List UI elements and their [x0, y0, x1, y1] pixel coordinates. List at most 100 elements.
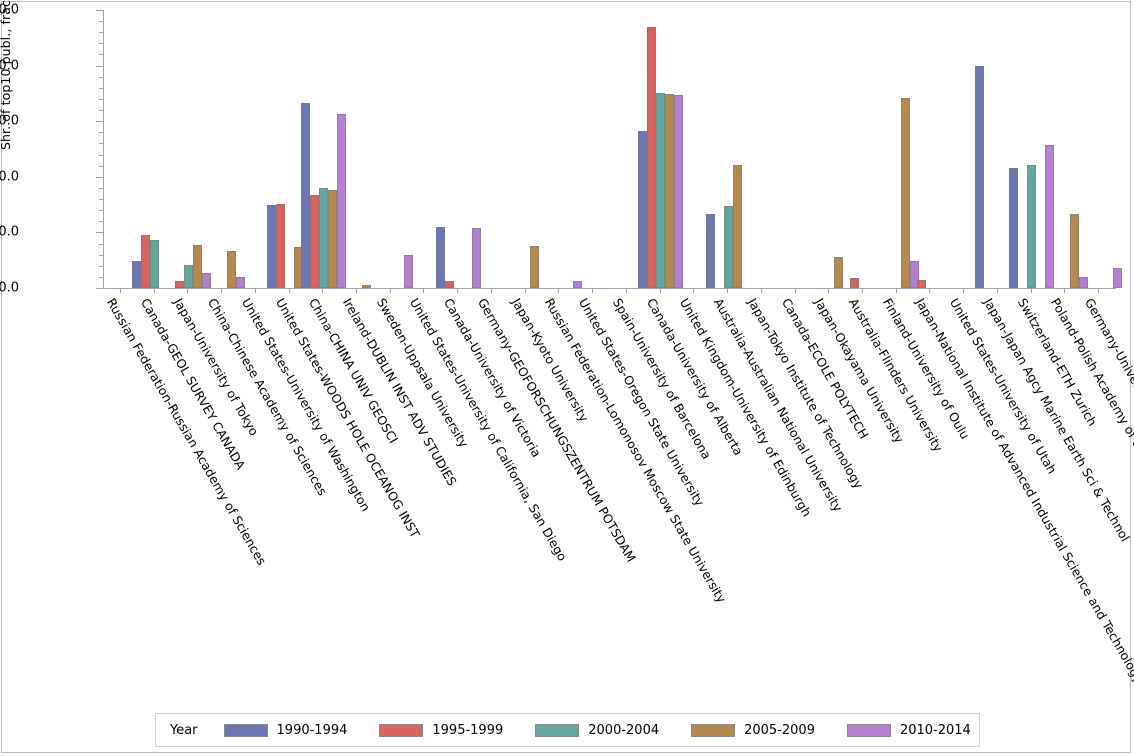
bar: [435, 226, 445, 288]
y-tick-minor: [99, 87, 103, 89]
bar: [276, 203, 286, 288]
legend-entry[interactable]: 1990-1994: [223, 722, 348, 738]
bar: [404, 254, 414, 288]
bar: [318, 187, 328, 288]
y-tick-label: 0.0: [0, 280, 19, 296]
y-tick-minor: [99, 110, 103, 112]
bar: [723, 206, 733, 288]
legend-entry[interactable]: 2010-2014: [846, 722, 971, 738]
bar: [665, 93, 675, 288]
x-tick-mark: [592, 289, 594, 293]
x-tick-mark: [457, 289, 459, 293]
y-tick-mark: [96, 288, 103, 289]
y-tick-minor: [99, 276, 103, 278]
bar: [572, 280, 582, 288]
bar: [732, 164, 742, 288]
x-tick-mark: [625, 289, 627, 293]
bar: [336, 113, 346, 288]
x-tick-mark: [929, 289, 931, 293]
y-tick-minor: [99, 210, 103, 212]
bar: [471, 227, 481, 288]
x-tick-label: Russian Federation-Russian Academy of Sc…: [103, 296, 269, 568]
y-tick-mark: [96, 10, 103, 11]
x-tick-mark: [254, 289, 256, 293]
legend-swatch: [691, 723, 736, 737]
y-tick-minor: [99, 254, 103, 256]
legend-label: 1995-1999: [432, 722, 504, 738]
y-tick-minor: [99, 199, 103, 201]
bar: [132, 261, 142, 288]
x-tick-mark: [828, 289, 830, 293]
y-tick-mark: [96, 65, 103, 67]
legend-entry[interactable]: 2000-2004: [535, 723, 659, 738]
x-tick-mark: [187, 289, 189, 293]
x-tick-mark: [1098, 289, 1100, 293]
bar: [361, 284, 371, 288]
x-tick-mark: [119, 289, 121, 293]
x-tick-label: United States-University of Washington: [238, 296, 373, 514]
bar: [656, 93, 666, 288]
x-tick-mark: [862, 289, 863, 293]
bar: [1069, 213, 1079, 288]
legend-swatch: [223, 723, 268, 737]
bar: [309, 195, 319, 288]
chart-legend: Year 1990-1994 1995-1999 2000-2004 2005-200…: [155, 713, 980, 747]
y-tick-minor: [99, 132, 103, 134]
bar: [444, 280, 454, 288]
x-tick-mark: [221, 289, 223, 293]
bar: [638, 131, 648, 288]
bar: [235, 277, 245, 288]
bar: [300, 102, 310, 288]
x-tick-mark: [963, 289, 965, 293]
y-tick-minor: [99, 265, 103, 267]
x-tick-label: Poland-Polish Academy of Science: [1048, 296, 1134, 486]
legend-entries: 1990-1994 1995-1999 2000-2004 2005-2009 2010…: [223, 722, 1003, 738]
y-tick-label: 50.0: [0, 2, 19, 18]
bar: [1112, 267, 1122, 288]
bar: [192, 244, 202, 288]
legend-label: 2005-2009: [744, 722, 815, 738]
legend-swatch: [846, 723, 891, 737]
bar: [901, 98, 911, 288]
x-tick-mark: [794, 289, 796, 293]
bar: [1009, 168, 1019, 288]
bar: [183, 265, 193, 288]
bar: [1078, 276, 1088, 288]
x-tick-mark: [153, 289, 155, 293]
x-tick-mark: [727, 289, 729, 293]
y-tick-minor: [99, 43, 103, 45]
x-tick-mark: [693, 289, 695, 293]
bar: [849, 278, 859, 288]
y-tick-minor: [99, 143, 103, 145]
x-tick-mark: [1064, 289, 1066, 293]
y-tick-minor: [99, 165, 103, 167]
bar: [174, 281, 184, 288]
bar: [327, 190, 337, 288]
x-tick-label: United States-University of California, …: [407, 296, 570, 564]
bar: [833, 256, 843, 288]
legend-entry[interactable]: 1995-1999: [379, 723, 503, 738]
y-tick-minor: [99, 154, 103, 156]
bar: [201, 273, 211, 288]
x-tick-mark: [356, 289, 357, 293]
x-tick-mark: [490, 289, 492, 293]
x-tick-mark: [659, 289, 661, 293]
legend-label: 2010-2014: [899, 722, 971, 738]
y-tick-label: 10.0: [0, 224, 19, 240]
legend-entry[interactable]: 2005-2009: [691, 723, 815, 738]
y-tick-label: 40.0: [0, 58, 19, 74]
bar: [1045, 144, 1055, 288]
bar: [267, 204, 277, 288]
bar: [975, 65, 985, 288]
x-tick-mark: [895, 289, 897, 293]
x-tick-mark: [558, 289, 560, 293]
bar: [647, 26, 657, 288]
bar: [674, 94, 684, 288]
plot-area: [103, 10, 1122, 289]
legend-label: 1990-1994: [276, 722, 348, 738]
bar: [530, 245, 540, 288]
x-tick-label: Australia-Australian National University: [710, 296, 845, 515]
y-tick-minor: [99, 21, 103, 23]
x-tick-mark: [288, 289, 290, 293]
